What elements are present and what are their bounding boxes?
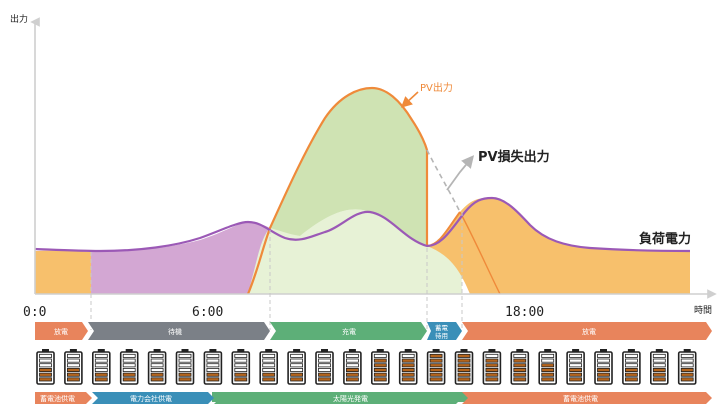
battery-icon — [677, 349, 697, 385]
battery-icon — [370, 349, 390, 385]
source-battery-left — [35, 392, 92, 404]
battery-icon — [510, 349, 530, 385]
battery-icon — [203, 349, 223, 385]
phase-separators — [90, 212, 463, 330]
grid-supply-area — [91, 222, 270, 294]
phase-discharge-right — [462, 322, 712, 340]
battery-icon — [259, 349, 279, 385]
pv-loss-callout: PV損失出力 — [478, 149, 550, 165]
pv-curve — [246, 86, 429, 295]
load-curve — [34, 196, 691, 253]
battery-row — [36, 349, 697, 385]
battery-icon — [231, 349, 251, 385]
source-solar-label: 太陽光発電 — [333, 394, 368, 403]
battery-icon — [538, 349, 558, 385]
battery-icon — [454, 349, 474, 385]
battery-icon — [315, 349, 334, 385]
phase-charge-label: 充電 — [342, 327, 356, 336]
battery-icon — [622, 349, 641, 385]
source-grid-label: 電力会社供電 — [130, 394, 172, 403]
phase-standby-label: 待機 — [168, 327, 182, 336]
battery-icon — [482, 349, 502, 385]
x-axis-label: 時間 — [694, 305, 712, 316]
battery-icon — [594, 349, 613, 385]
load-power-callout: 負荷電力 — [639, 231, 691, 247]
battery-icon — [398, 349, 418, 385]
battery-icon — [92, 349, 111, 385]
pv-right-tail — [459, 211, 501, 295]
phase-storage-standby-line2: 待用 — [435, 331, 448, 340]
pv-output-callout: PV出力 — [420, 81, 453, 94]
battery-icon — [649, 349, 669, 385]
phase-bar: 放電 待機 充電 蓄電 待用 放電 — [35, 322, 712, 340]
source-bar: 蓄電池供電 電力会社供電 太陽光発電 蓄電池供電 — [35, 392, 712, 404]
y-axis-label: 出力 — [10, 13, 28, 25]
phase-storage-standby — [427, 322, 462, 340]
pv-output-pointer — [400, 91, 419, 108]
source-battery-right-label: 蓄電池供電 — [563, 394, 598, 403]
battery-icon — [426, 349, 446, 385]
source-battery-right — [462, 392, 712, 404]
source-solar — [214, 392, 462, 404]
phase-standby — [88, 322, 270, 340]
phase-charge — [270, 322, 427, 340]
pv-loss-pointer — [446, 155, 475, 191]
battery-icon — [36, 349, 55, 385]
source-grid — [92, 392, 214, 404]
tick-label-0: 0:0 — [23, 305, 46, 320]
discharge-area-right — [427, 198, 690, 294]
battery-icon — [64, 349, 83, 385]
tick-label-1: 6:00 — [192, 305, 223, 320]
pv-surplus-area — [270, 88, 427, 246]
tick-label-2: 18:00 — [505, 305, 544, 320]
phase-discharge-left-label: 放電 — [54, 327, 68, 336]
battery-icon — [343, 349, 362, 385]
battery-icon — [175, 349, 195, 385]
phase-storage-standby-line1: 蓄電 — [435, 323, 449, 332]
battery-icon — [287, 349, 306, 385]
source-battery-left-label: 蓄電池供電 — [40, 394, 75, 403]
discharge-area-left — [35, 250, 91, 294]
battery-icon — [566, 349, 585, 385]
battery-icon — [119, 349, 139, 385]
phase-discharge-right-label: 放電 — [582, 327, 596, 336]
pv-light-area — [248, 209, 462, 294]
phase-discharge-left — [35, 322, 88, 340]
pv-loss-line — [426, 149, 461, 213]
battery-icon — [147, 349, 167, 385]
